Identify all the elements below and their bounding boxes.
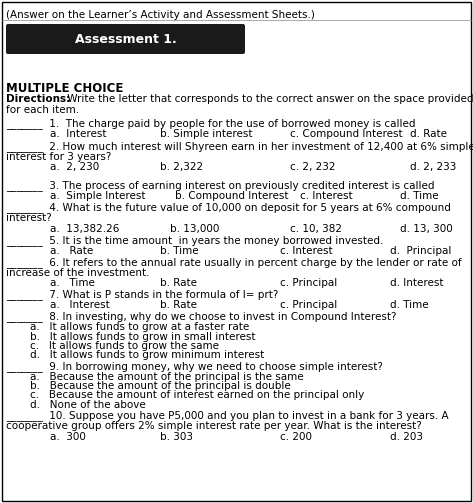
Text: _______  1.  The charge paid by people for the use of borrowed money is called: _______ 1. The charge paid by people for… xyxy=(6,118,415,129)
Text: d.  Principal: d. Principal xyxy=(390,245,451,256)
Text: _______  5. It is the time amount  in years the money borrowed invested.: _______ 5. It is the time amount in year… xyxy=(6,235,384,246)
Text: d. Time: d. Time xyxy=(400,191,438,201)
Text: a.   It allows funds to grow at a faster rate: a. It allows funds to grow at a faster r… xyxy=(30,322,249,332)
Text: c. 2, 232: c. 2, 232 xyxy=(290,162,335,172)
Text: interest?: interest? xyxy=(6,213,52,223)
Text: (Answer on the Learner’s Activity and Assessment Sheets.): (Answer on the Learner’s Activity and As… xyxy=(6,10,315,20)
Text: c. Interest: c. Interest xyxy=(300,191,353,201)
Text: b.   Because the amount of the principal is double: b. Because the amount of the principal i… xyxy=(30,381,291,391)
Text: a.  2, 230: a. 2, 230 xyxy=(50,162,99,172)
Text: b. 303: b. 303 xyxy=(160,432,193,442)
Text: b. Rate: b. Rate xyxy=(160,278,197,288)
Text: d.   None of the above: d. None of the above xyxy=(30,400,146,410)
Text: c. 200: c. 200 xyxy=(280,432,312,442)
Text: for each item.: for each item. xyxy=(6,105,79,115)
Text: _______  10. Suppose you have P5,000 and you plan to invest in a bank for 3 year: _______ 10. Suppose you have P5,000 and … xyxy=(6,410,448,422)
Text: d. Interest: d. Interest xyxy=(390,278,444,288)
Text: a.  13,382.26: a. 13,382.26 xyxy=(50,223,119,233)
Text: a.   Because the amount of the principal is the same: a. Because the amount of the principal i… xyxy=(30,372,304,381)
Text: a.   Interest: a. Interest xyxy=(50,300,110,310)
Text: d. Time: d. Time xyxy=(390,300,429,310)
Text: MULTIPLE CHOICE: MULTIPLE CHOICE xyxy=(6,82,123,95)
Text: b. Time: b. Time xyxy=(160,245,199,256)
Text: b. Simple interest: b. Simple interest xyxy=(160,128,253,138)
Text: interest for 3 years?: interest for 3 years? xyxy=(6,151,111,161)
Text: b.   It allows funds to grow in small interest: b. It allows funds to grow in small inte… xyxy=(30,331,255,342)
Text: d.   It allows funds to grow minimum interest: d. It allows funds to grow minimum inter… xyxy=(30,351,264,361)
Text: increase of the investment.: increase of the investment. xyxy=(6,268,149,278)
Text: Directions:: Directions: xyxy=(6,94,70,104)
Text: c.   It allows funds to grow the same: c. It allows funds to grow the same xyxy=(30,341,219,351)
Text: _______  6. It refers to the annual rate usually in percent charge by the lender: _______ 6. It refers to the annual rate … xyxy=(6,257,462,268)
Text: d. 2, 233: d. 2, 233 xyxy=(410,162,456,172)
Text: d. 13, 300: d. 13, 300 xyxy=(400,223,453,233)
Text: c. Interest: c. Interest xyxy=(280,245,333,256)
Text: b. 13,000: b. 13,000 xyxy=(170,223,219,233)
FancyBboxPatch shape xyxy=(6,24,245,54)
Text: d. Rate: d. Rate xyxy=(410,128,447,138)
Text: _______  7. What is P stands in the formula of I= prt?: _______ 7. What is P stands in the formu… xyxy=(6,290,279,300)
Text: b. 2,322: b. 2,322 xyxy=(160,162,203,172)
Text: a.  Interest: a. Interest xyxy=(50,128,106,138)
Text: cooperative group offers 2% simple interest rate per year. What is the interest?: cooperative group offers 2% simple inter… xyxy=(6,421,422,431)
Text: d. 203: d. 203 xyxy=(390,432,423,442)
Text: c.   Because the amount of interest earned on the principal only: c. Because the amount of interest earned… xyxy=(30,390,364,400)
Text: a.  Simple Interest: a. Simple Interest xyxy=(50,191,146,201)
Text: _______  8. In investing, why do we choose to invest in Compound Interest?: _______ 8. In investing, why do we choos… xyxy=(6,311,396,322)
Text: _______  4. What is the future value of 10,000 on deposit for 5 years at 6% comp: _______ 4. What is the future value of 1… xyxy=(6,203,451,213)
Text: b. Compound Interest: b. Compound Interest xyxy=(175,191,289,201)
Text: b. Rate: b. Rate xyxy=(160,300,197,310)
Text: c. Principal: c. Principal xyxy=(280,278,337,288)
Text: _______  2. How much interest will Shyreen earn in her investment of 12,400 at 6: _______ 2. How much interest will Shyree… xyxy=(6,141,473,152)
Text: c. Compound Interest: c. Compound Interest xyxy=(290,128,403,138)
Text: c. 10, 382: c. 10, 382 xyxy=(290,223,342,233)
Text: a.   Time: a. Time xyxy=(50,278,95,288)
Text: Assessment 1.: Assessment 1. xyxy=(75,33,176,45)
Text: Write the letter that corresponds to the correct answer on the space provided: Write the letter that corresponds to the… xyxy=(64,94,473,104)
Text: _______  9. In borrowing money, why we need to choose simple interest?: _______ 9. In borrowing money, why we ne… xyxy=(6,361,383,372)
Text: a.   Rate: a. Rate xyxy=(50,245,93,256)
Text: c. Principal: c. Principal xyxy=(280,300,337,310)
Text: _______  3. The process of earning interest on previously credited interest is c: _______ 3. The process of earning intere… xyxy=(6,181,435,192)
Text: a.  300: a. 300 xyxy=(50,432,86,442)
